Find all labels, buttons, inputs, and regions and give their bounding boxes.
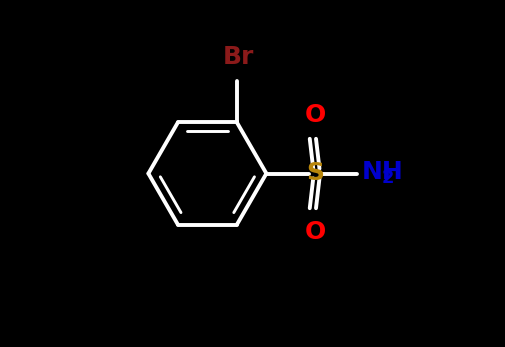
Text: O: O — [305, 220, 326, 244]
Text: S: S — [306, 161, 324, 186]
Text: NH: NH — [362, 160, 403, 184]
Text: O: O — [305, 103, 326, 127]
Text: Br: Br — [223, 45, 255, 69]
Text: 2: 2 — [382, 169, 394, 187]
